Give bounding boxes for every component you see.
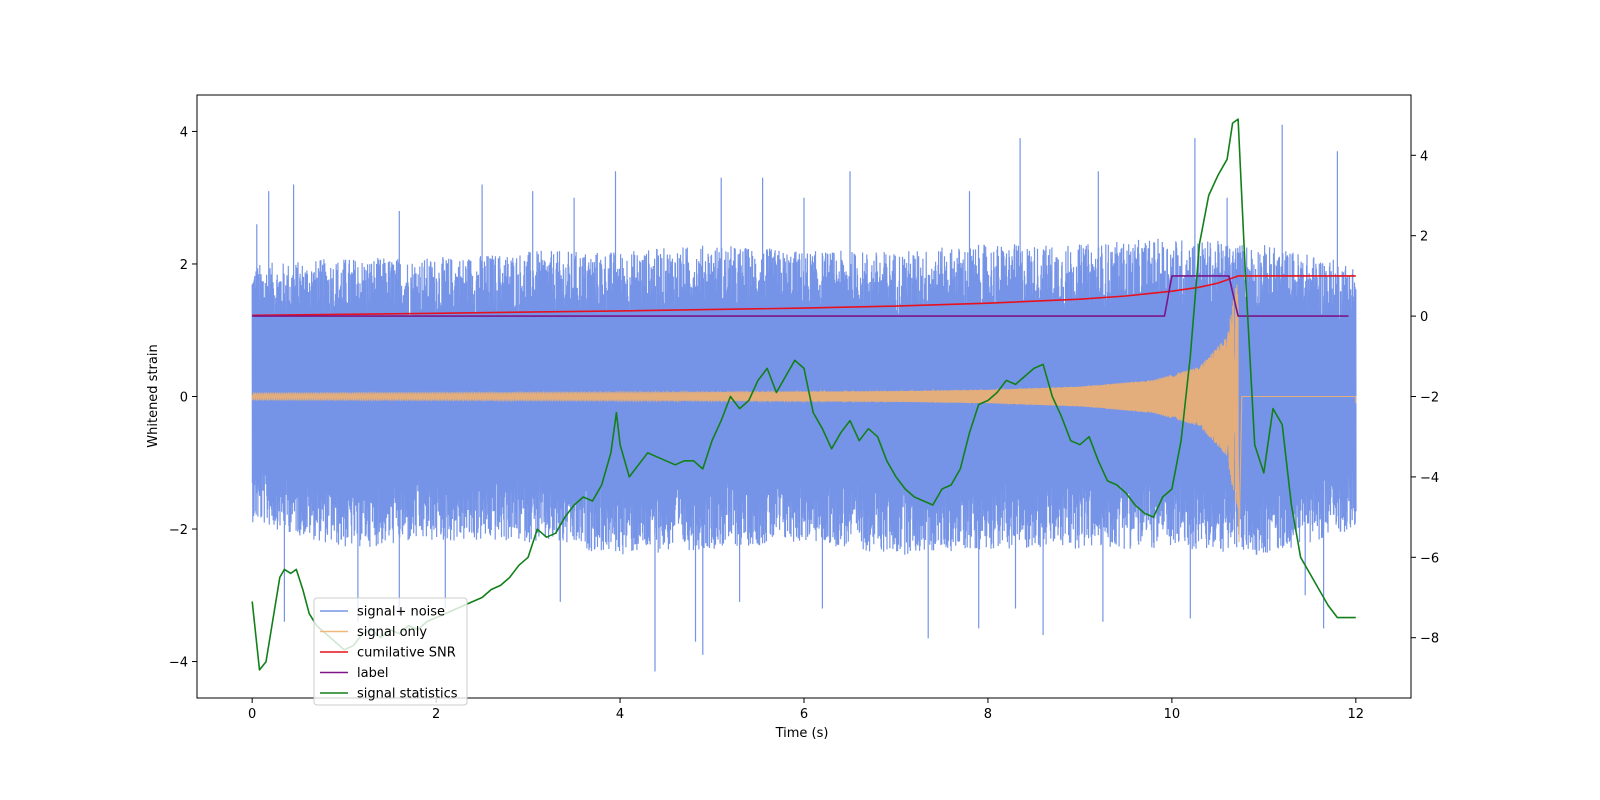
- y-tick-label: 2: [180, 258, 188, 273]
- y-right-tick-label: −8: [1420, 632, 1439, 647]
- y-right-tick-label: 2: [1420, 230, 1428, 245]
- y-right-tick-label: 0: [1420, 310, 1428, 325]
- legend-label: signal only: [357, 625, 427, 640]
- y-tick-label: 4: [180, 125, 188, 140]
- legend-label: cumilative SNR: [357, 646, 456, 661]
- y-right-tick-label: −2: [1420, 391, 1439, 406]
- legend-label: signal+ noise: [357, 605, 445, 620]
- legend-label: signal statistics: [357, 687, 458, 702]
- y-tick-label: −2: [169, 523, 188, 538]
- legend: signal+ noise signal only cumilative SNR la…: [313, 597, 468, 706]
- series-label: [252, 275, 1349, 317]
- x-tick-label: 2: [432, 707, 440, 722]
- x-tick-label: 0: [248, 707, 256, 722]
- x-tick-label: 10: [1164, 707, 1181, 722]
- ticks-layer: 0 2 4 6 8 10 12 −4 −2 0 2 4 −8 −6 −4 −2 0 2 4: [169, 125, 1439, 722]
- x-tick-label: 12: [1348, 707, 1365, 722]
- y-tick-label: 0: [180, 391, 188, 406]
- y-tick-label: −4: [169, 656, 188, 671]
- y-axis-label: Whitened strain: [146, 344, 161, 447]
- x-tick-label: 6: [800, 707, 808, 722]
- legend-items: signal+ noise signal only cumilative SNR la…: [320, 605, 458, 702]
- y-right-tick-label: −4: [1420, 471, 1439, 486]
- series-cumulative-snr: [252, 275, 1356, 317]
- legend-label: label: [357, 666, 388, 681]
- legend-box: [313, 597, 468, 706]
- x-axis-label: Time (s): [775, 726, 829, 741]
- series-signal-only: [251, 284, 1357, 543]
- x-tick-label: 8: [984, 707, 992, 722]
- y-right-tick-label: 4: [1420, 149, 1428, 164]
- y-right-tick-label: −6: [1420, 551, 1439, 566]
- x-tick-label: 4: [616, 707, 624, 722]
